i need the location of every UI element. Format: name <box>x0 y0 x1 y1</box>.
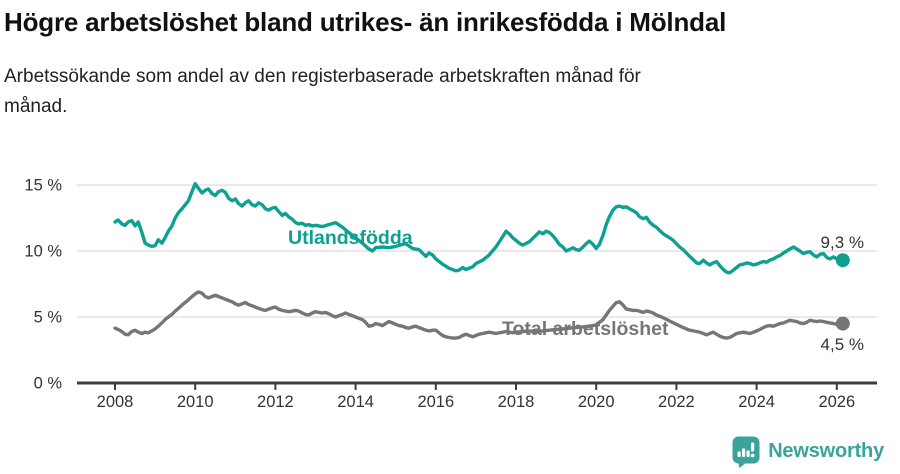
chart-subtitle: Arbetssökande som andel av den registerb… <box>4 62 824 122</box>
unemployment-line-chart: 0 % 5 % 10 % 15 % 2008 2010 2012 2014 2016 2018 20… <box>24 177 877 411</box>
series-end-dot-0 <box>835 253 850 268</box>
series-end-dot-1 <box>835 316 850 331</box>
y-tick-label: 15 % <box>24 177 62 195</box>
x-tick-label: 2022 <box>658 393 695 411</box>
subtitle-line-1: Arbetssökande som andel av den registerb… <box>4 66 641 87</box>
end-value-label-0: 9,3 % <box>821 233 864 252</box>
x-tick-label: 2018 <box>498 393 535 411</box>
y-tick-label: 10 % <box>24 243 62 261</box>
x-tick-label: 2010 <box>177 393 214 411</box>
y-tick-label: 5 % <box>34 309 63 327</box>
series-line-1 <box>113 290 845 340</box>
x-tick-label: 2016 <box>417 393 454 411</box>
series-label-0: Utlandsfödda <box>288 227 413 249</box>
subtitle-line-2: månad. <box>4 96 68 117</box>
brand-wordmark: Newsworthy <box>768 440 884 462</box>
newsworthy-branding: Newsworthy <box>731 435 884 468</box>
x-tick-label: 2024 <box>738 393 775 411</box>
series-line-0 <box>113 181 845 275</box>
x-tick-label: 2020 <box>578 393 615 411</box>
end-value-label-1: 4,5 % <box>821 335 864 354</box>
x-tick-label: 2012 <box>257 393 294 411</box>
page-title: Högre arbetslöshet bland utrikes- än inr… <box>4 7 727 37</box>
x-tick-label: 2014 <box>337 393 374 411</box>
x-tick-label: 2026 <box>818 393 855 411</box>
series-label-1: Total arbetslöshet <box>502 318 669 340</box>
newsworthy-logo-icon <box>732 436 760 468</box>
x-tick-label: 2008 <box>97 393 134 411</box>
y-tick-label: 0 % <box>34 375 63 393</box>
